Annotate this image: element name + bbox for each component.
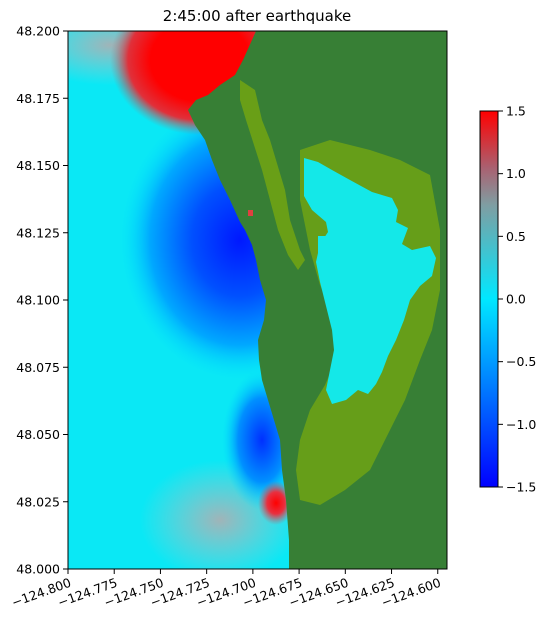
colorbar-axis: −1.5 −1.0 −0.5 0.0 0.5 1.0 1.5 xyxy=(498,104,536,495)
y-tick-label: 48.150 xyxy=(16,158,60,173)
x-axis: −124.800−124.775−124.750−124.725−124.700… xyxy=(9,569,443,610)
colorbar xyxy=(479,110,499,488)
y-tick-label: 48.075 xyxy=(16,360,60,375)
y-tick-label: 48.175 xyxy=(16,91,60,106)
colorbar-tick-label: 1.5 xyxy=(506,104,526,119)
y-tick-label: 48.125 xyxy=(16,225,60,240)
heatmap-image xyxy=(68,31,447,569)
y-tick-label: 48.100 xyxy=(16,293,60,308)
y-tick-label: 48.050 xyxy=(16,427,60,442)
y-axis: 48.000 48.025 48.050 48.075 48.100 48.125 48.1… xyxy=(16,24,68,577)
colorbar-tick-label: 0.5 xyxy=(506,229,526,244)
coastal-speck xyxy=(248,210,253,216)
y-tick-label: 48.000 xyxy=(16,562,60,577)
shore-fringe xyxy=(240,80,305,270)
bay-inner-channel xyxy=(318,236,334,262)
colorbar-tick-label: −1.5 xyxy=(506,480,536,495)
chart-title: 2:45:00 after earthquake xyxy=(163,7,351,25)
bay-water xyxy=(304,158,436,404)
colorbar-tick-label: −1.0 xyxy=(506,417,536,432)
colorbar-tick-label: 1.0 xyxy=(506,166,526,181)
y-tick-label: 48.025 xyxy=(16,494,60,509)
colorbar-tick-label: 0.0 xyxy=(506,292,526,307)
colorbar-tick-label: −0.5 xyxy=(506,354,536,369)
y-tick-label: 48.200 xyxy=(16,24,60,39)
